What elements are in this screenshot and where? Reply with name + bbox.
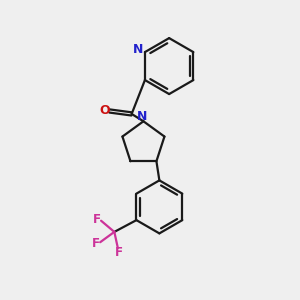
Text: N: N <box>137 110 147 123</box>
Text: F: F <box>92 237 100 250</box>
Text: F: F <box>115 246 123 259</box>
Text: F: F <box>93 213 101 226</box>
Text: N: N <box>133 43 144 56</box>
Text: O: O <box>100 104 110 118</box>
